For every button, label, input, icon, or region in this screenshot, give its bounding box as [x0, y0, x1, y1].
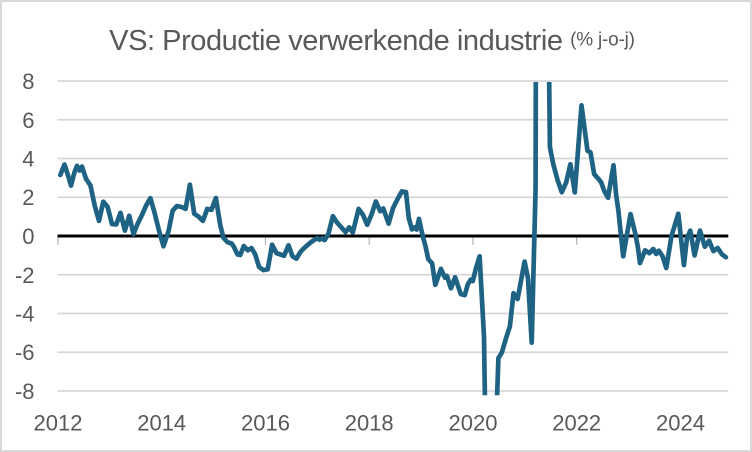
svg-text:VS: Productie verwerkende indu: VS: Productie verwerkende industrie (% j…	[109, 25, 635, 57]
svg-text:2024: 2024	[656, 411, 705, 436]
svg-text:-6: -6	[15, 340, 35, 365]
svg-text:4: 4	[22, 147, 34, 172]
svg-text:2012: 2012	[34, 411, 83, 436]
svg-text:2014: 2014	[137, 411, 186, 436]
svg-text:2018: 2018	[345, 411, 394, 436]
svg-text:0: 0	[22, 224, 34, 249]
svg-text:-4: -4	[15, 302, 35, 327]
svg-text:-2: -2	[15, 263, 35, 288]
svg-text:6: 6	[22, 108, 34, 133]
svg-text:2016: 2016	[241, 411, 290, 436]
svg-text:2: 2	[22, 185, 34, 210]
svg-text:2022: 2022	[552, 411, 601, 436]
svg-text:-8: -8	[15, 379, 35, 404]
svg-text:8: 8	[22, 69, 34, 94]
svg-text:2020: 2020	[449, 411, 498, 436]
